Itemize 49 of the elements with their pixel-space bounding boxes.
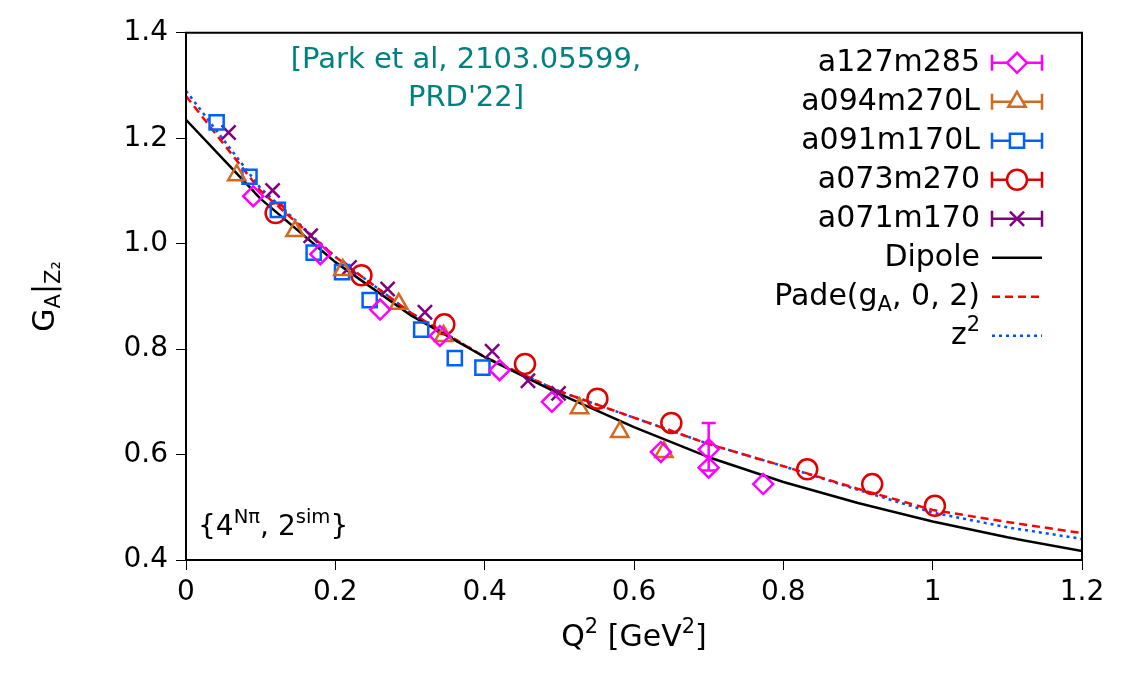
point — [428, 324, 452, 348]
x-tick-label: 0.6 — [611, 574, 657, 608]
legend-label: a127m285 — [817, 42, 981, 78]
y-tick-label: 1.4 — [123, 14, 168, 48]
point — [540, 390, 564, 414]
x-tick-label: 1 — [923, 574, 942, 608]
point — [697, 438, 720, 461]
point — [923, 494, 947, 517]
point — [208, 114, 225, 131]
point — [795, 458, 819, 481]
point — [446, 349, 464, 367]
point — [474, 359, 491, 376]
y-tick-label: 1.0 — [123, 224, 168, 258]
x-tick-label: 0.8 — [761, 574, 806, 608]
point — [368, 298, 392, 321]
point — [513, 352, 537, 376]
point — [309, 242, 332, 266]
y-tick-label: 1.2 — [123, 119, 168, 153]
point — [697, 456, 720, 479]
point — [220, 124, 237, 141]
point — [660, 411, 683, 435]
y-axis-title: GA|Z₂ — [25, 261, 66, 332]
point — [649, 440, 673, 464]
point — [241, 184, 265, 208]
point — [860, 472, 884, 496]
point — [350, 264, 373, 287]
x-tick-label: 0.2 — [313, 574, 358, 608]
x-tick-label: 1.2 — [1059, 574, 1105, 608]
legend-label: a091m170L — [801, 120, 981, 156]
point — [264, 182, 281, 199]
point — [483, 342, 501, 360]
point — [302, 227, 320, 245]
point — [416, 303, 434, 321]
x-tick-label: 0 — [177, 574, 195, 608]
x-tick-label: 0.4 — [462, 574, 507, 608]
annotation: [Park et al, 2103.05599, PRD'22] — [290, 41, 642, 114]
legend-label: Dipole — [884, 237, 980, 273]
point — [519, 372, 537, 390]
point — [751, 472, 775, 496]
y-tick-label: 0.6 — [123, 435, 168, 469]
legend-label: a073m270 — [817, 159, 981, 195]
point — [488, 358, 511, 382]
legend-label: a071m170 — [817, 198, 981, 234]
point — [412, 321, 430, 338]
legend-label: a094m270L — [801, 81, 981, 117]
point — [379, 280, 396, 298]
point — [586, 387, 609, 410]
y-tick-label: 0.8 — [123, 330, 168, 364]
y-tick-label: 0.4 — [123, 541, 168, 575]
